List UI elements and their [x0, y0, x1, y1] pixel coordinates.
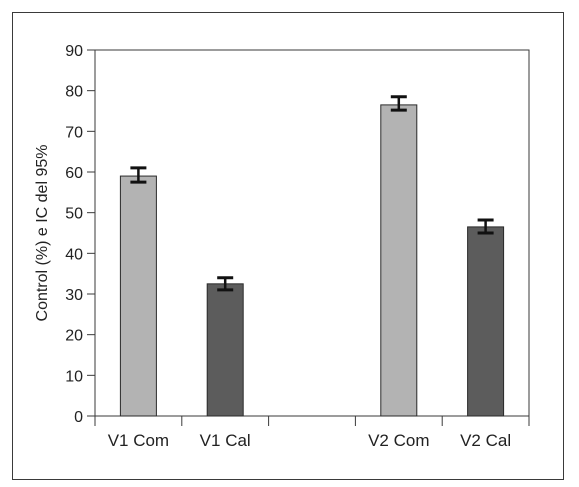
y-tick-label: 10 — [65, 368, 83, 385]
plot-area — [94, 49, 530, 417]
x-tick-label: V2 Cal — [460, 431, 511, 450]
x-tick-label: V1 Cal — [200, 431, 251, 450]
x-tick-label: V1 Com — [108, 431, 169, 450]
bars — [119, 104, 505, 417]
y-tick-label: 30 — [65, 287, 83, 304]
bar — [380, 104, 418, 417]
y-tick-label: 60 — [65, 165, 83, 182]
y-tick-label: 50 — [65, 206, 83, 223]
bar — [206, 283, 244, 417]
y-tick-label: 40 — [65, 246, 83, 263]
y-tick-label: 70 — [65, 124, 83, 141]
bar — [467, 226, 505, 417]
y-tick-label: 80 — [65, 84, 83, 101]
x-axis: V1 Com V1 Cal V2 Com V2 Cal — [94, 416, 530, 450]
x-tick-label: V2 Com — [368, 431, 429, 450]
y-axis: 0 10 20 30 40 50 60 70 80 90 — [65, 43, 530, 426]
bar — [119, 175, 157, 417]
y-tick-label: 20 — [65, 328, 83, 345]
y-tick-label: 90 — [65, 43, 83, 60]
error-bars — [130, 95, 494, 292]
y-axis-title: Control (%) e IC del 95% — [34, 145, 51, 322]
y-tick-label: 0 — [74, 409, 83, 426]
